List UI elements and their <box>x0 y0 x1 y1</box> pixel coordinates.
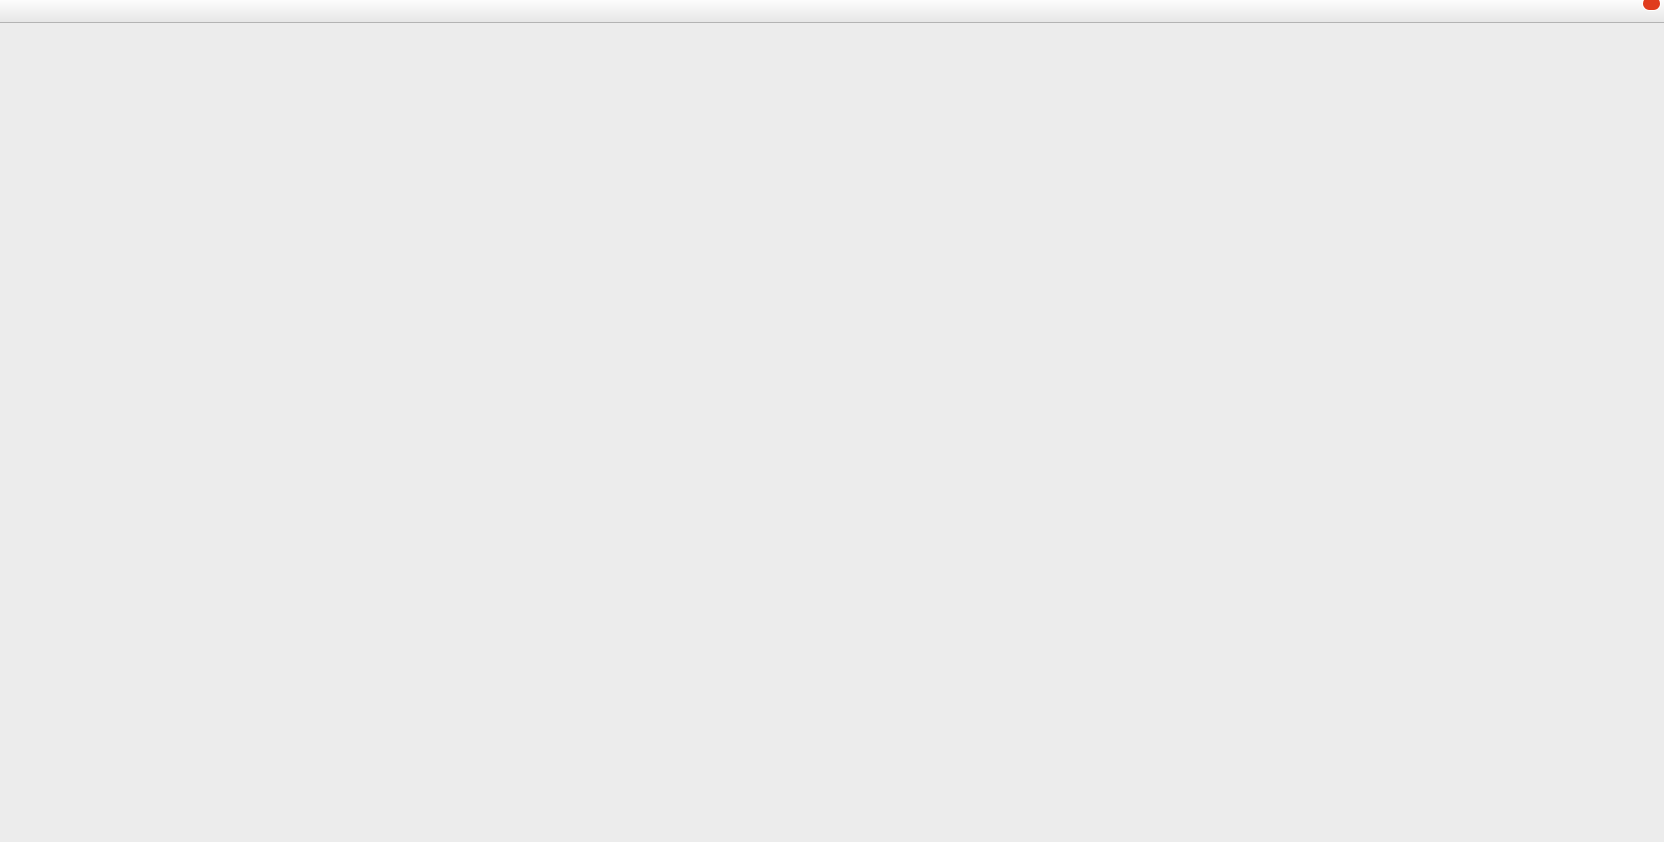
search-button[interactable] <box>1586 0 1616 22</box>
price-chart-canvas[interactable] <box>0 23 1664 842</box>
notification-count-badge <box>1643 0 1660 10</box>
toolbar-right-tools <box>1586 0 1662 22</box>
chart-window <box>0 23 1664 842</box>
main-toolbar <box>0 0 1664 23</box>
notifications-button[interactable] <box>1624 0 1660 22</box>
